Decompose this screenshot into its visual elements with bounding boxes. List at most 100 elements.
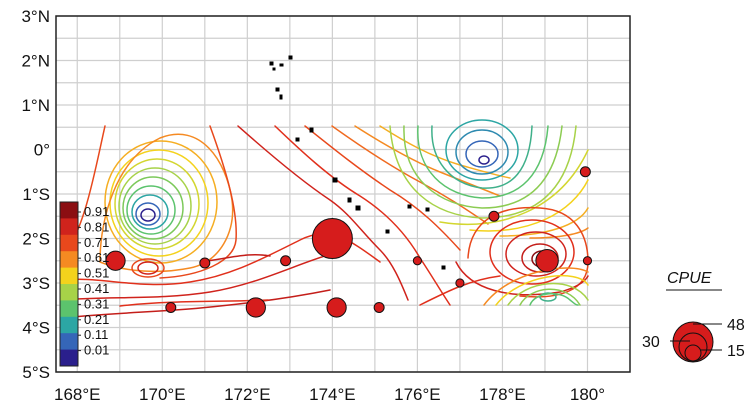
contour-line — [505, 231, 567, 277]
contour-line — [135, 202, 161, 226]
contour-line — [131, 258, 165, 278]
colorbar-band — [60, 349, 78, 367]
y-tick-label: 3°N — [21, 7, 50, 26]
contour-line — [131, 194, 169, 230]
x-tick-label: 170°E — [139, 385, 186, 404]
colorbar-tick-label: 0.11 — [84, 327, 108, 342]
island — [295, 137, 300, 142]
island — [279, 94, 283, 100]
y-tick-label: 3°S — [22, 274, 50, 293]
cpue-legend: CPUE 48 30 15 — [642, 270, 745, 363]
cpue-legend-label-15: 15 — [727, 343, 745, 360]
contour-line — [331, 125, 489, 225]
cpue-point — [105, 250, 126, 271]
island — [288, 55, 293, 60]
contour-line — [483, 267, 589, 306]
y-tick-label: 1°N — [21, 96, 50, 115]
cpue-point — [311, 218, 353, 259]
cpue-legend-label-48: 48 — [727, 317, 745, 334]
cpue-point — [326, 297, 347, 318]
contour-line — [499, 207, 589, 237]
colorbar-frame — [59, 201, 79, 367]
colorbar-tick-label: 0.21 — [84, 312, 109, 327]
contour-line — [118, 167, 192, 245]
colorbar-band — [60, 251, 78, 269]
colorbar-tick-label: 0.81 — [84, 219, 109, 234]
colorbar-band — [60, 316, 78, 334]
contour-line — [469, 179, 589, 232]
colorbar-tick-label: 0.31 — [84, 296, 109, 311]
contour-line — [61, 289, 331, 319]
colorbar-tick-label: 0.41 — [84, 281, 109, 296]
x-tick-label: 168°E — [54, 385, 101, 404]
colorbar-tick-label: 0.01 — [84, 343, 109, 358]
contour-line — [126, 185, 176, 235]
cpue-point — [199, 257, 211, 269]
island — [309, 127, 314, 133]
colorbar-band — [60, 333, 78, 351]
contour-line — [114, 158, 200, 250]
cpue-points — [105, 166, 593, 318]
cpue-point — [488, 210, 500, 222]
island — [441, 265, 446, 270]
x-tick-label: 178°E — [479, 385, 526, 404]
cpue-point — [373, 301, 385, 313]
island — [355, 205, 361, 211]
colorbar-tick-label: 0.61 — [84, 250, 109, 265]
colorbar-tick-label: 0.91 — [84, 204, 109, 219]
colorbar-band — [60, 267, 78, 285]
y-tick-label: 2°N — [21, 52, 50, 71]
cpue-point — [579, 166, 591, 178]
contour-line — [137, 261, 159, 275]
x-axis-labels: 168°E 170°E 172°E 174°E 176°E 178°E 180° — [54, 385, 605, 404]
cpue-legend-circle-15 — [684, 344, 702, 362]
contour-line — [445, 119, 519, 181]
x-tick-label: 176°E — [394, 385, 441, 404]
island — [272, 67, 276, 71]
y-tick-label: 4°S — [22, 319, 50, 338]
contour-line — [304, 125, 461, 251]
contour-line — [237, 125, 409, 301]
cpue-legend-title: CPUE — [667, 270, 712, 287]
plot-frame — [55, 15, 631, 373]
cpue-point — [455, 278, 465, 288]
y-axis-labels: 3°N 2°N 1°N 0° 1°S 2°S 3°S 4°S 5°S — [21, 7, 50, 382]
contour-line — [431, 125, 533, 189]
y-tick-label: 5°S — [22, 363, 50, 382]
cpue-point — [582, 256, 593, 266]
colorbar-band — [60, 300, 78, 318]
contour-line — [274, 125, 451, 306]
contour-line — [529, 293, 579, 306]
habitat-contours — [61, 119, 589, 319]
colorbar-tick-label: 0.51 — [84, 266, 109, 281]
contour-line — [439, 149, 589, 226]
contour-line — [539, 292, 557, 302]
contour-line — [507, 282, 589, 306]
contour-line — [467, 206, 589, 298]
contour-line — [354, 125, 501, 197]
colorbar: 0.910.810.710.610.510.410.310.210.110.01 — [59, 201, 109, 367]
island — [275, 87, 280, 92]
x-tick-label: 172°E — [224, 385, 271, 404]
island — [279, 63, 284, 67]
y-tick-label: 0° — [34, 141, 50, 160]
island — [425, 207, 430, 212]
colorbar-band — [60, 218, 78, 236]
x-tick-label: 174°E — [309, 385, 356, 404]
contour-line — [495, 274, 589, 306]
cpue-point — [280, 255, 292, 267]
contour-line — [403, 125, 563, 209]
colorbar-tick-label: 0.71 — [84, 235, 109, 250]
contour-line — [389, 125, 577, 219]
island — [332, 177, 338, 183]
contour-line — [61, 251, 339, 301]
y-tick-label: 2°S — [22, 230, 50, 249]
cpue-point — [412, 256, 423, 266]
cpue-legend-label-30: 30 — [642, 334, 660, 351]
island — [269, 61, 274, 66]
contour-line — [417, 125, 549, 199]
x-tick-label: 180° — [570, 385, 605, 404]
island — [385, 229, 390, 234]
colorbar-band — [60, 234, 78, 252]
